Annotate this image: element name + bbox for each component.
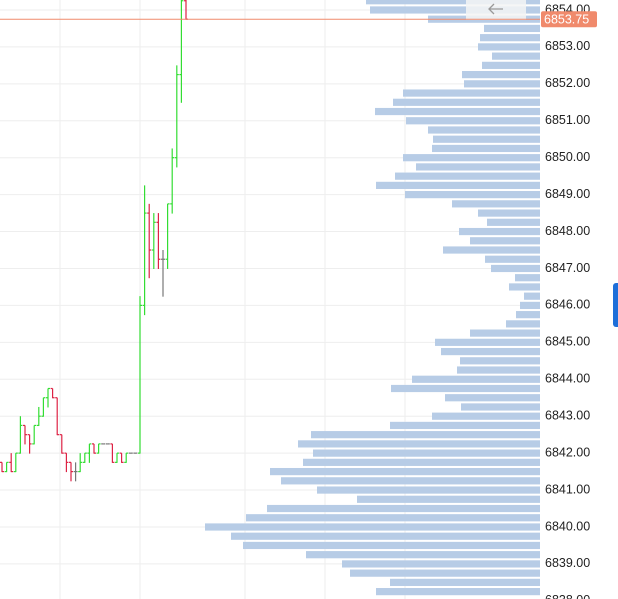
profile-bar: [478, 43, 540, 51]
profile-bar: [432, 144, 540, 153]
back-arrow: [488, 3, 503, 15]
price-axis: 6854.006853.006852.006851.006850.006849.…: [545, 2, 590, 599]
y-tick-label: 6846.00: [545, 298, 590, 312]
profile-bar: [433, 135, 540, 143]
back-button[interactable]: [466, 0, 526, 20]
profile-bar: [509, 283, 540, 291]
profile-bar: [375, 107, 540, 116]
profile-bar: [487, 218, 540, 226]
profile-bar: [390, 578, 540, 586]
profile-bar: [306, 551, 540, 559]
profile-bar: [350, 569, 540, 577]
y-tick-label: 6845.00: [545, 335, 590, 349]
profile-bar: [405, 191, 540, 199]
profile-bar: [243, 541, 540, 550]
profile-bar: [376, 588, 540, 596]
profile-bar: [395, 172, 540, 180]
profile-bar: [492, 52, 540, 60]
profile-bar: [445, 394, 540, 402]
profile-bar: [524, 292, 540, 300]
profile-bar: [459, 227, 540, 236]
profile-bar: [435, 338, 540, 346]
profile-bar: [376, 181, 540, 189]
current-price-label: 6853.75: [544, 13, 589, 27]
profile-bar: [516, 311, 540, 319]
profile-bar: [460, 357, 540, 365]
profile-bar: [303, 458, 540, 466]
profile-bar: [484, 24, 540, 33]
profile-bar: [441, 347, 540, 356]
profile-bar: [270, 467, 540, 476]
y-tick-label: 6841.00: [545, 482, 590, 496]
profile-bar: [246, 514, 540, 522]
profile-bar: [403, 89, 540, 97]
profile-bar: [470, 329, 540, 337]
profile-bar: [478, 209, 540, 217]
profile-bar: [370, 6, 540, 14]
profile-bar: [416, 163, 540, 171]
y-tick-label: 6843.00: [545, 408, 590, 422]
profile-bar: [470, 237, 540, 245]
profile-bar: [506, 320, 540, 328]
profile-bar: [520, 301, 540, 310]
profile-bar: [311, 431, 540, 439]
y-tick-label: 6847.00: [545, 261, 590, 275]
profile-bar: [205, 523, 540, 531]
volume-profile: [205, 0, 540, 596]
profile-bar: [357, 495, 540, 503]
profile-bar: [515, 274, 540, 282]
y-tick-label: 6851.00: [545, 113, 590, 127]
y-tick-label: 6844.00: [545, 372, 590, 386]
profile-bar: [480, 34, 540, 42]
y-tick-label: 6852.00: [545, 76, 590, 90]
profile-bar: [391, 384, 540, 393]
profile-bar: [281, 477, 540, 485]
price-bars: [0, 0, 188, 482]
profile-bar: [267, 504, 540, 513]
profile-bar: [443, 246, 540, 254]
profile-bar: [461, 403, 540, 411]
y-tick-label: 6850.00: [545, 150, 590, 164]
back-button-bg[interactable]: [466, 0, 526, 20]
current-price-box: [541, 11, 597, 28]
profile-bar: [491, 264, 540, 273]
y-tick-label: 6838.00: [545, 593, 590, 599]
profile-bar: [482, 61, 540, 69]
profile-bar: [406, 117, 540, 125]
profile-bar: [390, 421, 540, 430]
y-tick-label: 6849.00: [545, 187, 590, 201]
profile-bar: [366, 0, 540, 5]
y-tick-label: 6848.00: [545, 224, 590, 238]
profile-bar: [432, 412, 540, 420]
profile-bar: [298, 440, 540, 448]
profile-bar: [452, 200, 540, 208]
profile-bar: [428, 126, 540, 134]
y-tick-label: 6839.00: [545, 556, 590, 570]
profile-bar: [342, 560, 540, 568]
profile-bar: [231, 532, 540, 540]
y-tick-label: 6842.00: [545, 445, 590, 459]
profile-bar: [457, 366, 540, 374]
profile-bar: [403, 154, 540, 162]
profile-bar: [313, 449, 540, 457]
profile-bar: [462, 70, 540, 79]
side-tab[interactable]: [613, 283, 618, 327]
price-grid: [0, 9, 540, 565]
profile-bar: [485, 255, 540, 263]
profile-bar: [412, 375, 540, 383]
profile-bar: [317, 486, 540, 494]
y-tick-label: 6853.00: [545, 39, 590, 53]
profile-bar: [393, 98, 540, 106]
profile-bar: [464, 80, 540, 88]
y-tick-label: 6840.00: [545, 519, 590, 533]
